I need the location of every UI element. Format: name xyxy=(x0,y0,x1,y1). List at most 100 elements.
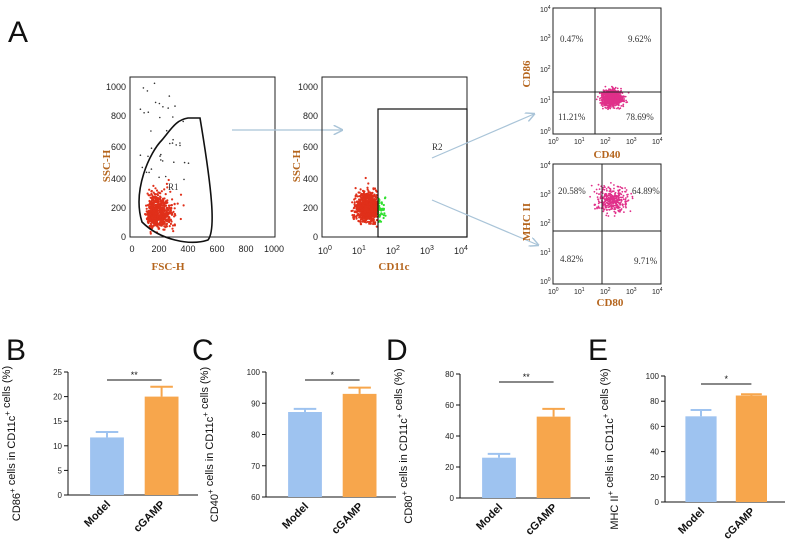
facs2-ytick: 200 xyxy=(303,203,318,213)
category-label: Model xyxy=(474,502,505,533)
mhc-xtick: 104 xyxy=(652,287,663,296)
cd86-xtick: 103 xyxy=(626,137,637,146)
event-dot xyxy=(625,206,627,209)
event-dot xyxy=(619,204,621,206)
event-dot xyxy=(150,209,153,212)
event-dot xyxy=(355,205,358,209)
event-dot xyxy=(618,194,621,197)
facs2-xtick: 103 xyxy=(420,245,434,256)
event-dot xyxy=(145,171,148,174)
cd86-quadrant-ur: 9.62% xyxy=(628,34,652,44)
event-dot xyxy=(154,221,157,224)
event-dot xyxy=(355,217,358,220)
event-dot xyxy=(161,218,164,221)
event-dot xyxy=(610,206,613,209)
event-dot xyxy=(607,89,609,92)
event-dot xyxy=(364,207,368,210)
facs-plot-fsc-ssc: R1 FSC-H SSC-H 0 200 400 600 800 1000 0 … xyxy=(101,76,284,273)
event-dot xyxy=(167,107,169,109)
event-dot xyxy=(164,193,167,196)
event-dot xyxy=(616,195,619,198)
y-axis-label: MHC II+ cells in CD11c+ cells (%) xyxy=(599,368,621,529)
event-dot xyxy=(161,212,164,215)
panel-letter-e: E xyxy=(588,334,608,367)
mhc-ylabel: MHC II xyxy=(521,203,533,241)
event-dot xyxy=(367,182,370,185)
event-dot xyxy=(615,103,618,105)
event-dot xyxy=(380,202,383,205)
event-dot xyxy=(149,222,152,225)
event-dot xyxy=(621,187,624,190)
event-dot xyxy=(148,188,151,191)
event-dot xyxy=(169,190,172,193)
event-dot xyxy=(619,99,622,102)
event-dot xyxy=(615,204,617,207)
event-dot xyxy=(157,227,161,230)
event-dot xyxy=(590,184,593,187)
y-tick-label: 0 xyxy=(450,494,455,503)
event-dot xyxy=(159,199,162,202)
event-dot xyxy=(605,194,607,196)
panel-letter-a: A xyxy=(8,16,28,49)
event-dot xyxy=(373,187,377,190)
event-dot xyxy=(359,223,363,226)
quadrant-plot-mhc-cd80: 20.58% 64.89% 4.82% 9.71% CD80 MHC II 10… xyxy=(521,161,663,309)
gate-r1-label: R1 xyxy=(168,182,179,192)
bar-model xyxy=(90,437,124,495)
event-dot xyxy=(148,200,151,203)
event-dot xyxy=(602,210,605,213)
facs1-xtick: 800 xyxy=(238,244,253,254)
facs2-ytick: 1000 xyxy=(298,82,318,92)
event-dot xyxy=(617,106,619,109)
event-dot xyxy=(175,144,177,146)
event-dot xyxy=(365,202,368,205)
significance-label: * xyxy=(724,374,728,384)
event-dot xyxy=(353,201,356,204)
event-dot xyxy=(613,187,615,190)
bar-chart-c: 60 70 80 90 100 CD40+ cells in CD11c+ cells (… xyxy=(199,367,396,537)
event-dot xyxy=(168,220,171,224)
event-dot xyxy=(609,100,612,103)
event-dot xyxy=(605,201,608,204)
event-dot xyxy=(372,217,375,220)
y-tick-label: 20 xyxy=(53,393,62,402)
event-dot xyxy=(168,225,171,228)
event-dot xyxy=(357,212,360,216)
cd86-ytick: 101 xyxy=(540,96,551,105)
event-dot xyxy=(612,96,615,99)
cd86-ytick: 102 xyxy=(540,65,551,74)
event-dot xyxy=(149,225,152,228)
event-dot xyxy=(151,220,154,223)
cd86-ytick: 103 xyxy=(540,34,551,43)
event-dot xyxy=(597,199,600,201)
event-dot xyxy=(143,112,145,114)
event-dot xyxy=(162,216,165,219)
y-tick-label: 15 xyxy=(53,417,62,426)
event-dot xyxy=(624,205,627,208)
event-dot xyxy=(610,201,612,203)
y-tick-label: 25 xyxy=(53,368,62,377)
event-dot xyxy=(160,204,163,207)
event-dot xyxy=(364,176,367,180)
event-dot xyxy=(624,203,627,206)
event-dot xyxy=(604,203,607,205)
event-dot xyxy=(612,190,615,193)
event-dot xyxy=(357,209,360,212)
event-dot xyxy=(617,92,620,95)
event-dot xyxy=(611,101,614,104)
event-dot xyxy=(179,193,183,196)
event-dot xyxy=(613,215,616,217)
event-dot xyxy=(622,194,625,197)
bar-cgamp xyxy=(144,396,179,495)
event-dot xyxy=(368,205,371,209)
event-dot xyxy=(169,212,172,215)
facs2-ytick: 800 xyxy=(303,111,318,121)
event-dot xyxy=(594,207,596,210)
y-tick-label: 80 xyxy=(650,397,659,406)
event-dot xyxy=(602,205,604,207)
event-dot xyxy=(151,194,154,197)
y-axis-label: CD40+ cells in CD11c+ cells (%) xyxy=(199,367,221,522)
event-dot xyxy=(375,196,378,199)
event-dot xyxy=(620,89,622,92)
event-dot xyxy=(375,225,378,228)
